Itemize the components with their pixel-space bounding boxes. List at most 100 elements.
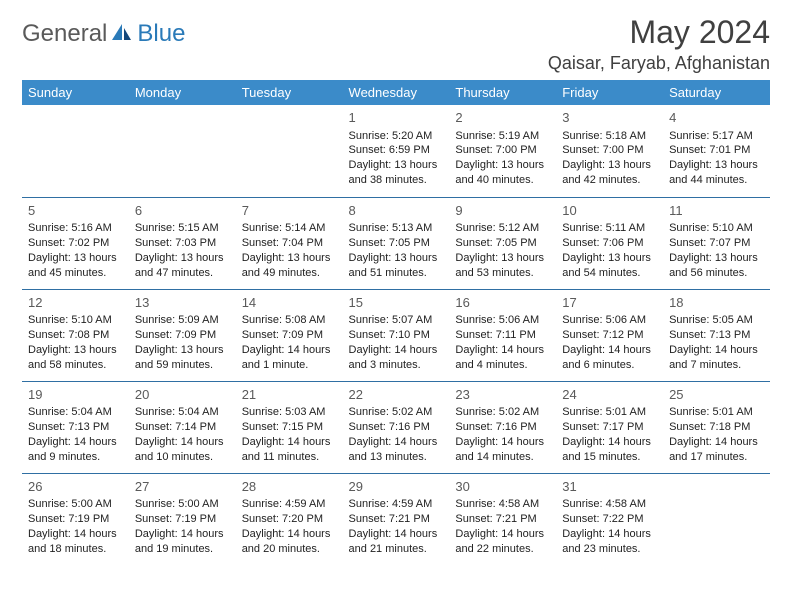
sunrise-line: Sunrise: 5:15 AM <box>135 221 230 236</box>
sunset-line: Sunset: 7:05 PM <box>349 236 444 251</box>
calendar-day-cell: 8Sunrise: 5:13 AMSunset: 7:05 PMDaylight… <box>343 197 450 289</box>
day-number: 26 <box>28 478 123 496</box>
sunrise-line: Sunrise: 5:09 AM <box>135 313 230 328</box>
sunset-line: Sunset: 6:59 PM <box>349 143 444 158</box>
calendar-day-cell: 21Sunrise: 5:03 AMSunset: 7:15 PMDayligh… <box>236 381 343 473</box>
day-number: 14 <box>242 294 337 312</box>
sunset-line: Sunset: 7:14 PM <box>135 420 230 435</box>
day-number: 1 <box>349 109 444 127</box>
daylight-line: Daylight: 14 hours and 6 minutes. <box>562 343 657 373</box>
weekday-header: Thursday <box>449 80 556 105</box>
calendar-week-row: 5Sunrise: 5:16 AMSunset: 7:02 PMDaylight… <box>22 197 770 289</box>
sunset-line: Sunset: 7:08 PM <box>28 328 123 343</box>
sunrise-line: Sunrise: 5:04 AM <box>135 405 230 420</box>
day-number: 9 <box>455 202 550 220</box>
month-title: May 2024 <box>548 14 770 51</box>
day-number: 10 <box>562 202 657 220</box>
daylight-line: Daylight: 13 hours and 42 minutes. <box>562 158 657 188</box>
sunset-line: Sunset: 7:17 PM <box>562 420 657 435</box>
daylight-line: Daylight: 13 hours and 56 minutes. <box>669 251 764 281</box>
calendar-day-cell: 9Sunrise: 5:12 AMSunset: 7:05 PMDaylight… <box>449 197 556 289</box>
day-number: 24 <box>562 386 657 404</box>
weekday-header: Saturday <box>663 80 770 105</box>
day-number: 28 <box>242 478 337 496</box>
logo-text-2: Blue <box>137 20 185 48</box>
logo-sail-icon <box>111 22 133 42</box>
calendar-day-cell: 11Sunrise: 5:10 AMSunset: 7:07 PMDayligh… <box>663 197 770 289</box>
day-number: 27 <box>135 478 230 496</box>
calendar-day-cell: 18Sunrise: 5:05 AMSunset: 7:13 PMDayligh… <box>663 289 770 381</box>
calendar-day-cell: 16Sunrise: 5:06 AMSunset: 7:11 PMDayligh… <box>449 289 556 381</box>
sunrise-line: Sunrise: 5:20 AM <box>349 129 444 144</box>
daylight-line: Daylight: 13 hours and 47 minutes. <box>135 251 230 281</box>
daylight-line: Daylight: 13 hours and 59 minutes. <box>135 343 230 373</box>
sunset-line: Sunset: 7:06 PM <box>562 236 657 251</box>
sunset-line: Sunset: 7:03 PM <box>135 236 230 251</box>
sunrise-line: Sunrise: 4:58 AM <box>455 497 550 512</box>
sunrise-line: Sunrise: 5:00 AM <box>28 497 123 512</box>
day-number: 4 <box>669 109 764 127</box>
sunrise-line: Sunrise: 5:10 AM <box>28 313 123 328</box>
sunset-line: Sunset: 7:05 PM <box>455 236 550 251</box>
calendar-day-cell: 14Sunrise: 5:08 AMSunset: 7:09 PMDayligh… <box>236 289 343 381</box>
calendar-day-cell <box>236 105 343 197</box>
sunset-line: Sunset: 7:13 PM <box>28 420 123 435</box>
location-text: Qaisar, Faryab, Afghanistan <box>548 53 770 74</box>
calendar-day-cell: 29Sunrise: 4:59 AMSunset: 7:21 PMDayligh… <box>343 473 450 565</box>
day-number: 7 <box>242 202 337 220</box>
sunrise-line: Sunrise: 5:17 AM <box>669 129 764 144</box>
sunset-line: Sunset: 7:11 PM <box>455 328 550 343</box>
calendar-day-cell: 1 Sunrise: 5:20 AMSunset: 6:59 PMDaylight… <box>343 105 450 197</box>
sunset-line: Sunset: 7:09 PM <box>135 328 230 343</box>
sunrise-line: Sunrise: 5:14 AM <box>242 221 337 236</box>
daylight-line: Daylight: 14 hours and 19 minutes. <box>135 527 230 557</box>
sunset-line: Sunset: 7:15 PM <box>242 420 337 435</box>
calendar-day-cell: 17Sunrise: 5:06 AMSunset: 7:12 PMDayligh… <box>556 289 663 381</box>
day-number: 17 <box>562 294 657 312</box>
sunset-line: Sunset: 7:13 PM <box>669 328 764 343</box>
sunrise-line: Sunrise: 5:01 AM <box>669 405 764 420</box>
calendar-day-cell: 20Sunrise: 5:04 AMSunset: 7:14 PMDayligh… <box>129 381 236 473</box>
sunset-line: Sunset: 7:19 PM <box>28 512 123 527</box>
sunset-line: Sunset: 7:04 PM <box>242 236 337 251</box>
weekday-header: Tuesday <box>236 80 343 105</box>
day-number: 16 <box>455 294 550 312</box>
day-number: 31 <box>562 478 657 496</box>
sunrise-line: Sunrise: 5:04 AM <box>28 405 123 420</box>
daylight-line: Daylight: 14 hours and 23 minutes. <box>562 527 657 557</box>
sunrise-line: Sunrise: 5:02 AM <box>455 405 550 420</box>
logo: General Blue <box>22 14 185 48</box>
day-number: 30 <box>455 478 550 496</box>
sunrise-line: Sunrise: 5:05 AM <box>669 313 764 328</box>
calendar-week-row: 12Sunrise: 5:10 AMSunset: 7:08 PMDayligh… <box>22 289 770 381</box>
day-number: 21 <box>242 386 337 404</box>
daylight-line: Daylight: 13 hours and 38 minutes. <box>349 158 444 188</box>
calendar-day-cell: 12Sunrise: 5:10 AMSunset: 7:08 PMDayligh… <box>22 289 129 381</box>
title-block: May 2024 Qaisar, Faryab, Afghanistan <box>548 14 770 74</box>
calendar-day-cell: 24Sunrise: 5:01 AMSunset: 7:17 PMDayligh… <box>556 381 663 473</box>
daylight-line: Daylight: 13 hours and 49 minutes. <box>242 251 337 281</box>
weekday-header: Sunday <box>22 80 129 105</box>
calendar-day-cell: 13Sunrise: 5:09 AMSunset: 7:09 PMDayligh… <box>129 289 236 381</box>
daylight-line: Daylight: 14 hours and 4 minutes. <box>455 343 550 373</box>
sunrise-line: Sunrise: 4:59 AM <box>242 497 337 512</box>
calendar-week-row: 19Sunrise: 5:04 AMSunset: 7:13 PMDayligh… <box>22 381 770 473</box>
daylight-line: Daylight: 14 hours and 3 minutes. <box>349 343 444 373</box>
day-number: 2 <box>455 109 550 127</box>
day-number: 18 <box>669 294 764 312</box>
daylight-line: Daylight: 13 hours and 51 minutes. <box>349 251 444 281</box>
day-number: 6 <box>135 202 230 220</box>
daylight-line: Daylight: 14 hours and 9 minutes. <box>28 435 123 465</box>
calendar-day-cell <box>663 473 770 565</box>
sunrise-line: Sunrise: 5:07 AM <box>349 313 444 328</box>
calendar-day-cell: 7Sunrise: 5:14 AMSunset: 7:04 PMDaylight… <box>236 197 343 289</box>
sunset-line: Sunset: 7:16 PM <box>349 420 444 435</box>
calendar-day-cell: 28Sunrise: 4:59 AMSunset: 7:20 PMDayligh… <box>236 473 343 565</box>
calendar-table: SundayMondayTuesdayWednesdayThursdayFrid… <box>22 80 770 565</box>
daylight-line: Daylight: 13 hours and 44 minutes. <box>669 158 764 188</box>
sunrise-line: Sunrise: 5:18 AM <box>562 129 657 144</box>
day-number: 19 <box>28 386 123 404</box>
sunset-line: Sunset: 7:19 PM <box>135 512 230 527</box>
calendar-day-cell: 19Sunrise: 5:04 AMSunset: 7:13 PMDayligh… <box>22 381 129 473</box>
calendar-day-cell <box>129 105 236 197</box>
